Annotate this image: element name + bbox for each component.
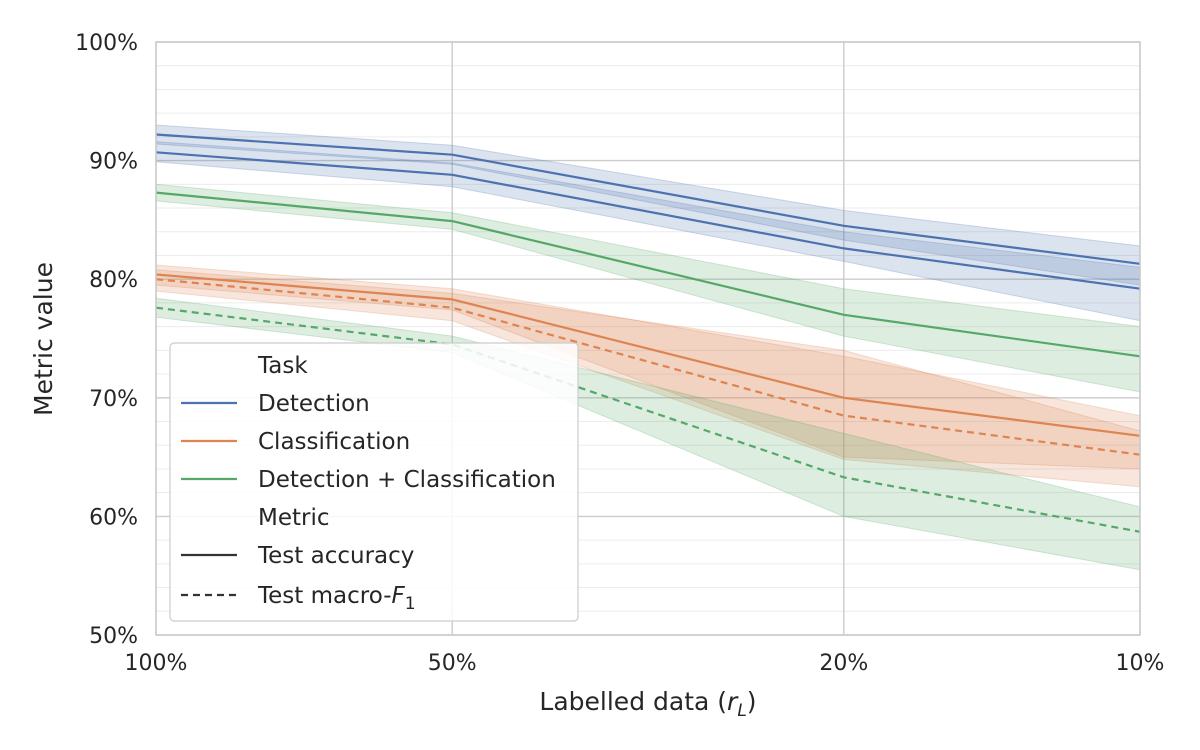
series-line-5 [155, 306, 1141, 533]
legend-box [169, 342, 579, 622]
series-line-1 [155, 151, 1141, 290]
y-tick-label: 90% [89, 150, 138, 175]
y-axis-label: Metric value [29, 262, 58, 416]
series-line-0 [155, 133, 1141, 265]
legend-task-title: Task [257, 353, 308, 379]
y-tick-labels: 50% 60% 70% 80% 90% 100% [75, 31, 138, 649]
series-line-4 [155, 191, 1141, 358]
x-axis-label: Labelled data (rL) [539, 687, 756, 721]
plot-frame [155, 41, 1141, 636]
series-line-3 [155, 278, 1141, 456]
legend-label-test-accuracy: Test accuracy [257, 543, 414, 569]
legend: Task Detection Classification Detection … [169, 342, 579, 622]
legend-metric-title: Metric [258, 505, 330, 531]
y-tick-label: 50% [89, 624, 138, 649]
series-lines [155, 133, 1141, 533]
x-tick-labels: 100% 50% 20% 10% [125, 651, 1165, 676]
y-tick-label: 60% [89, 505, 138, 530]
x-tick-label: 50% [428, 651, 477, 676]
legend-label-classification: Classification [258, 429, 410, 455]
legend-label-detection-classification: Detection + Classification [258, 467, 556, 493]
x-tick-label: 10% [1116, 651, 1165, 676]
x-tick-label: 20% [819, 651, 868, 676]
y-tick-label: 100% [75, 31, 138, 56]
y-tick-label: 80% [89, 268, 138, 293]
y-tick-label: 70% [89, 387, 138, 412]
series-line-2 [155, 273, 1141, 437]
legend-label-test-macro-f1: Test macro-F1 [257, 583, 416, 614]
legend-label-detection: Detection [258, 391, 370, 417]
confidence-bands [155, 124, 1141, 571]
x-tick-label: 100% [125, 651, 188, 676]
